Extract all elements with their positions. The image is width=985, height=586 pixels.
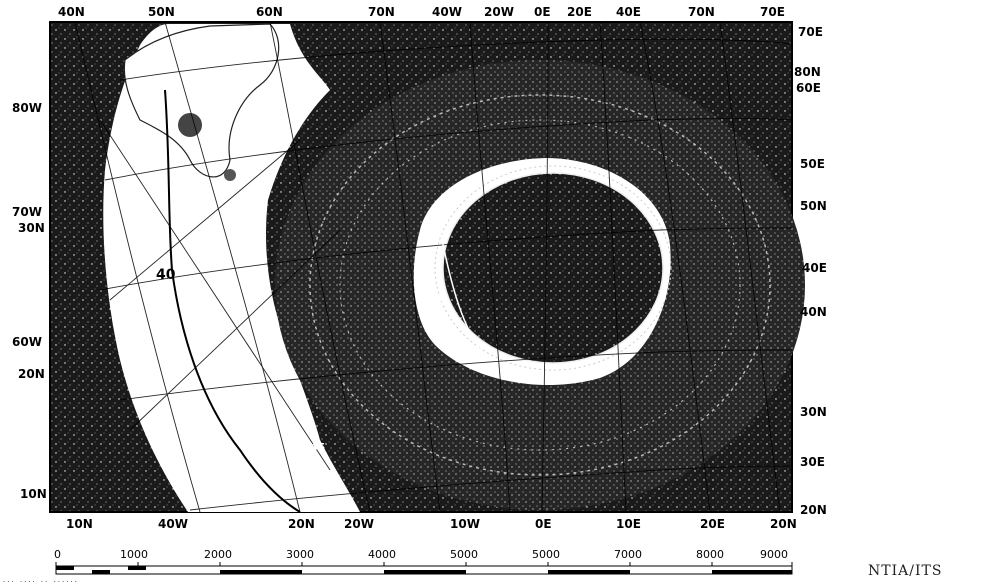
- left-label: 60W: [12, 335, 42, 349]
- top-label: 40N: [58, 5, 85, 19]
- bottom-label: 20W: [344, 517, 374, 531]
- bottom-label: 20E: [700, 517, 725, 531]
- scale-tick-label: 1000: [120, 548, 148, 561]
- top-label: 60N: [256, 5, 283, 19]
- contour-label: 40: [156, 267, 176, 283]
- right-label: 30E: [800, 455, 825, 469]
- left-label: 30N: [18, 221, 45, 235]
- top-label: 70E: [760, 5, 785, 19]
- contour-label: 55: [428, 293, 447, 308]
- bottom-label: 20N: [770, 517, 797, 531]
- right-label: 50E: [800, 157, 825, 171]
- right-label: 40E: [802, 261, 827, 275]
- credit-label: NTIA/ITS: [868, 563, 943, 579]
- scale-tick-label: 3000: [286, 548, 314, 561]
- scale-bar: [55, 562, 793, 575]
- contour-label: 45: [310, 441, 326, 454]
- top-label: 20E: [567, 5, 592, 19]
- bottom-label: 0E: [535, 517, 552, 531]
- left-label: 80W: [12, 101, 42, 115]
- bottom-label: 10N: [66, 517, 93, 531]
- right-label: 30N: [800, 405, 827, 419]
- graticule: [74, 21, 793, 513]
- scale-tick-label: 5000: [450, 548, 478, 561]
- scale-tick-label: 5000: [532, 548, 560, 561]
- bottom-label: 20N: [288, 517, 315, 531]
- landmass: [123, 23, 280, 178]
- left-label: 70W: [12, 205, 42, 219]
- top-label: 50N: [148, 5, 175, 19]
- top-label: 0E: [534, 5, 551, 19]
- bottom-label: 40W: [158, 517, 188, 531]
- bottom-label: 10E: [616, 517, 641, 531]
- bottom-label: 10W: [450, 517, 480, 531]
- right-label: 40N: [800, 305, 827, 319]
- fine-print: ... .... .. ......: [2, 576, 78, 584]
- top-label: 40W: [432, 5, 462, 19]
- left-label: 20N: [18, 367, 45, 381]
- left-label: 10N: [20, 487, 47, 501]
- top-label: 70N: [688, 5, 715, 19]
- contour-55: [439, 229, 481, 351]
- scale-tick-label: 0: [54, 548, 61, 561]
- top-label: 20W: [484, 5, 514, 19]
- right-label: 70E: [798, 25, 823, 39]
- scale-tick-label: 9000: [760, 548, 788, 561]
- contour-40: [164, 89, 301, 513]
- right-label: 80N: [794, 65, 821, 79]
- scale-tick-label: 4000: [368, 548, 396, 561]
- scale-tick-label: 8000: [696, 548, 724, 561]
- coverage-core: [442, 172, 664, 364]
- right-label: 50N: [800, 199, 827, 213]
- top-label: 70N: [368, 5, 395, 19]
- right-label: 20N: [800, 503, 827, 517]
- top-label: 40E: [616, 5, 641, 19]
- scale-tick-label: 2000: [204, 548, 232, 561]
- scale-tick-label: 7000: [614, 548, 642, 561]
- right-label: 60E: [796, 81, 821, 95]
